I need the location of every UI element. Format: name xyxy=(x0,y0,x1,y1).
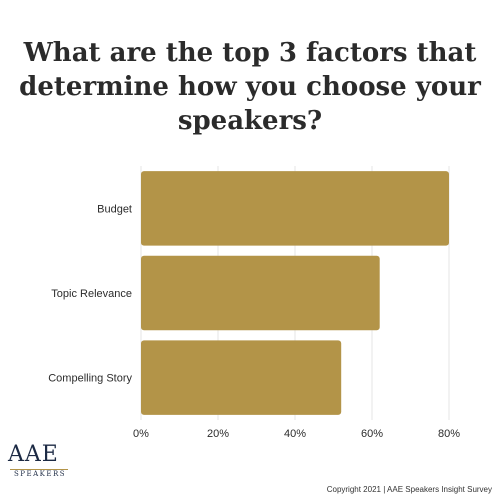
category-label: Compelling Story xyxy=(48,373,132,385)
x-tick-label: 0% xyxy=(133,428,149,440)
copyright-footer: Copyright 2021 | AAE Speakers Insight Su… xyxy=(326,485,492,494)
category-labels: Budget Topic Relevance Compelling Story xyxy=(48,203,132,384)
category-label: Budget xyxy=(97,203,132,215)
logo-main-text: AAE xyxy=(8,442,59,467)
bar-compelling-story xyxy=(141,340,342,415)
x-tick-label: 60% xyxy=(361,428,383,440)
category-label: Topic Relevance xyxy=(51,288,132,300)
x-tick-labels: 0% 20% 40% 60% 80% xyxy=(133,428,460,440)
logo-sub-text: SPEAKERS xyxy=(14,470,67,478)
logo-rule xyxy=(10,469,68,470)
bar-topic-relevance xyxy=(141,255,380,331)
x-tick-label: 20% xyxy=(207,428,229,440)
bars xyxy=(141,171,449,415)
x-tick-label: 80% xyxy=(438,428,460,440)
aae-speakers-logo: AAE SPEAKERS xyxy=(8,444,74,484)
x-tick-label: 40% xyxy=(284,428,306,440)
bar-budget xyxy=(141,171,449,246)
chart-title: What are the top 3 factors that determin… xyxy=(19,38,481,136)
